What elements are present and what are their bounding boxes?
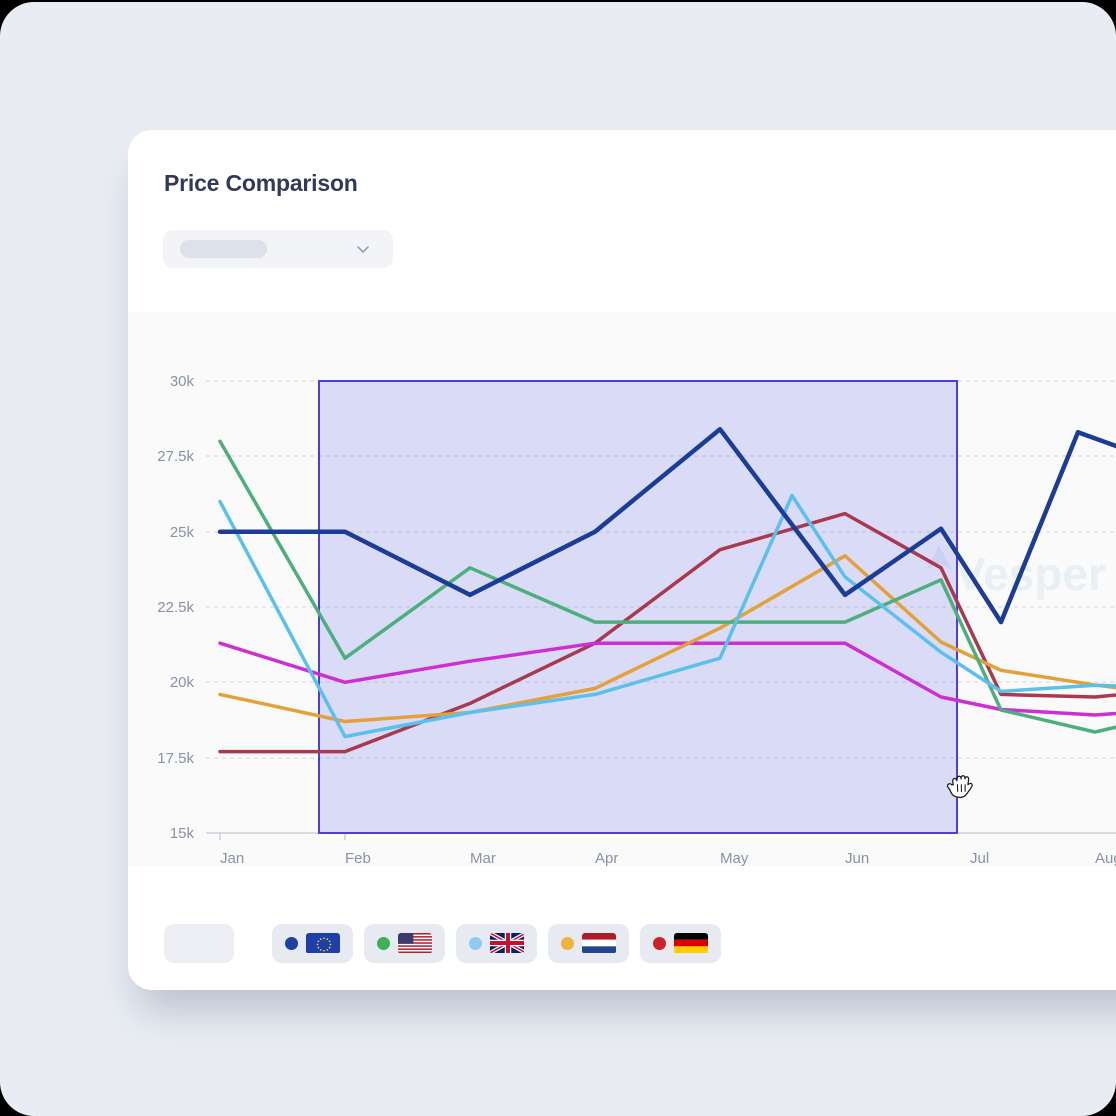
svg-text:Feb: Feb	[345, 850, 371, 866]
svg-text:May: May	[720, 850, 749, 866]
svg-text:Vesper: Vesper	[955, 548, 1106, 600]
svg-text:17.5k: 17.5k	[157, 750, 194, 767]
svg-text:Jul: Jul	[970, 850, 989, 866]
svg-text:25k: 25k	[170, 524, 195, 541]
svg-text:Mar: Mar	[470, 850, 496, 866]
svg-text:15k: 15k	[170, 825, 195, 842]
svg-text:20k: 20k	[170, 674, 195, 691]
svg-text:Jun: Jun	[845, 850, 869, 866]
svg-text:27.5k: 27.5k	[157, 448, 194, 465]
svg-text:Jan: Jan	[220, 850, 244, 866]
svg-text:30k: 30k	[170, 373, 195, 390]
svg-text:Apr: Apr	[595, 850, 618, 866]
svg-text:Aug: Aug	[1095, 850, 1116, 866]
svg-text:22.5k: 22.5k	[157, 599, 194, 616]
